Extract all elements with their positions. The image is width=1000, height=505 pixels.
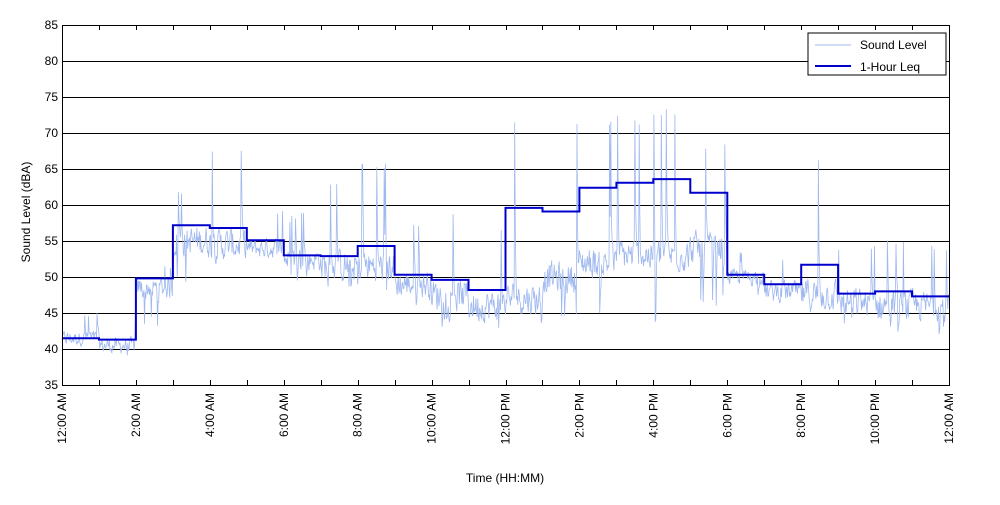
x-tick-label: 8:00 PM [794, 393, 808, 438]
x-tick-label: 8:00 AM [351, 393, 365, 437]
legend-box [807, 32, 947, 76]
legend-label-leq: 1-Hour Leq [860, 60, 920, 74]
y-tick-labels: 35 40 45 50 55 60 65 70 75 80 85 [45, 18, 59, 392]
axes [62, 25, 950, 386]
y-tick-label: 75 [45, 90, 59, 104]
x-tick-label: 2:00 AM [129, 393, 143, 437]
y-tick-label: 55 [45, 234, 59, 248]
x-axis-label: Time (HH:MM) [466, 471, 544, 485]
leq-step-line [62, 178, 949, 341]
y-tick-label: 80 [45, 54, 59, 68]
y-tick-label: 70 [45, 126, 59, 140]
leq-series [62, 178, 949, 341]
x-tick-label: 4:00 AM [203, 393, 217, 437]
x-tick-label: 6:00 PM [720, 393, 734, 438]
x-tick-label: 12:00 AM [942, 393, 956, 444]
y-tick-label: 35 [45, 378, 59, 392]
x-tick-labels: 12:00 AM 2:00 AM 4:00 AM 6:00 AM 8:00 AM 10:0… [55, 393, 956, 444]
x-tick-label: 2:00 PM [572, 393, 586, 438]
y-tick-label: 40 [45, 342, 59, 356]
y-tick-label: 65 [45, 162, 59, 176]
x-tick-label: 10:00 AM [425, 393, 439, 444]
x-tick-label: 6:00 AM [277, 393, 291, 437]
y-tick-label: 60 [45, 198, 59, 212]
x-tick-label: 12:00 AM [55, 393, 69, 444]
y-axis-label: Sound Level (dBA) [19, 162, 33, 263]
legend: Sound Level 1-Hour Leq [807, 32, 947, 76]
y-tick-label: 50 [45, 270, 59, 284]
x-tick-label: 4:00 PM [646, 393, 660, 438]
y-tick-label: 45 [45, 306, 59, 320]
legend-label-sound-level: Sound Level [860, 38, 927, 52]
x-tick-label: 12:00 PM [499, 393, 513, 444]
y-tick-label: 85 [45, 18, 59, 32]
x-tick-label: 10:00 PM [868, 393, 882, 444]
